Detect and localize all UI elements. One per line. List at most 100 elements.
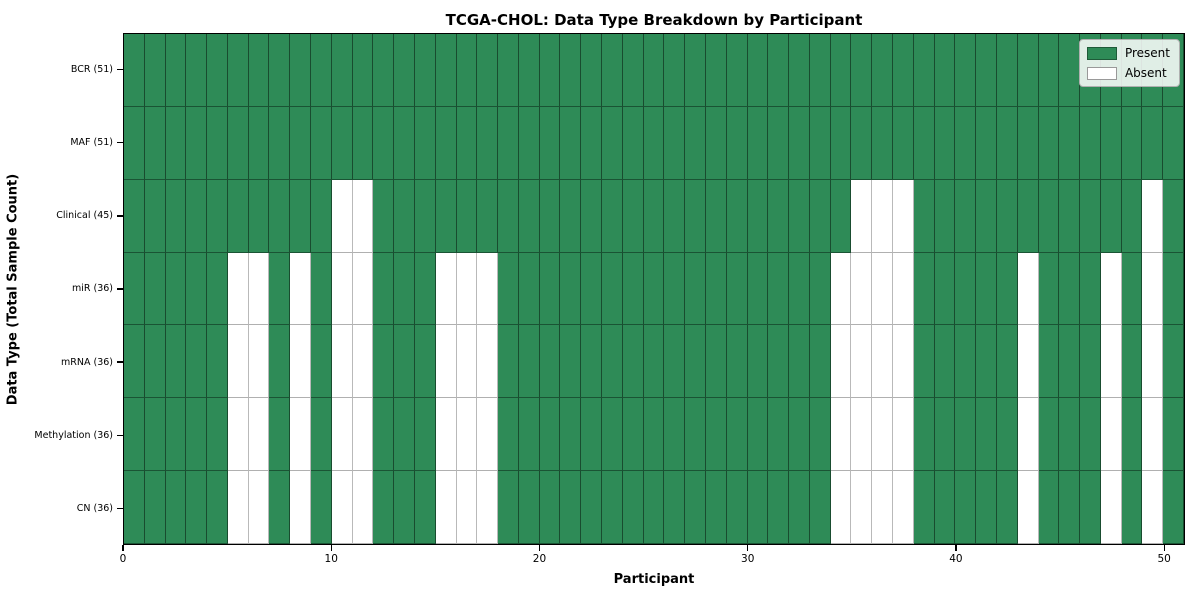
cell-BCR-p26 [664,34,686,107]
cell-Methylation-p22 [581,398,603,472]
cell-miR-p13 [394,252,415,326]
cell-Clinical-p0 [124,179,145,253]
cell-BCR-p6 [248,34,270,107]
cell-MAF-p20 [539,106,561,180]
y-tick-label: MAF (51) [70,137,113,149]
cell-BCR-p9 [311,34,332,107]
cell-mRNA-p11 [352,325,374,399]
cell-Clinical-p27 [685,179,706,253]
cell-CN-p28 [705,471,727,544]
cell-miR-p24 [622,252,644,326]
cell-Methylation-p6 [248,398,270,472]
cell-MAF-p8 [290,106,312,180]
cell-MAF-p12 [373,106,395,180]
cell-BCR-p12 [373,34,395,107]
cell-CN-p18 [498,471,519,544]
y-tick-mark [117,142,123,144]
cell-MAF-p3 [186,106,208,180]
cell-Methylation-p34 [830,398,852,472]
cell-CN-p3 [186,471,208,544]
y-tick-mark [117,507,123,510]
cell-CN-p13 [394,471,415,544]
cell-miR-p29 [726,252,748,326]
cell-mRNA-p20 [539,325,561,399]
cell-MAF-p17 [477,106,499,180]
cell-CN-p35 [851,471,873,544]
x-tick-mark [747,545,749,551]
cell-BCR-p25 [643,34,665,107]
cell-BCR-p8 [290,34,312,107]
cell-mRNA-p49 [1142,325,1164,399]
cell-MAF-p24 [622,106,644,180]
x-tick-label: 30 [741,553,755,565]
cell-CN-p4 [207,471,228,544]
cell-miR-p45 [1059,252,1081,326]
cell-miR-p21 [560,252,582,326]
cell-Clinical-p36 [872,179,894,253]
cell-CN-p21 [560,471,582,544]
cell-mRNA-p36 [872,325,894,399]
cell-MAF-p1 [144,106,166,180]
cell-Methylation-p26 [664,398,686,472]
cell-Methylation-p44 [1038,398,1060,472]
cell-MAF-p4 [207,106,228,180]
cell-CN-p14 [414,471,436,544]
cell-BCR-p31 [768,34,790,107]
x-tick-label: 50 [1157,553,1171,565]
cell-miR-p11 [352,252,374,326]
cell-mRNA-p45 [1059,325,1081,399]
cell-BCR-p32 [789,34,810,107]
cell-Methylation-p45 [1059,398,1081,472]
legend-entry-present: Present [1086,46,1170,60]
cell-MAF-p39 [934,106,956,180]
cell-mRNA-p1 [144,325,166,399]
cell-mRNA-p46 [1080,325,1101,399]
cell-CN-p43 [1017,471,1039,544]
plot-area [123,33,1185,545]
cell-CN-p36 [872,471,894,544]
cell-Methylation-p21 [560,398,582,472]
cell-miR-p22 [581,252,603,326]
cell-miR-p50 [1163,252,1184,326]
cell-Clinical-p22 [581,179,603,253]
cell-miR-p43 [1017,252,1039,326]
y-tick-mark [117,434,123,436]
y-tick-mark [117,361,123,363]
y-tick-label: Methylation (36) [34,429,113,441]
cell-Clinical-p26 [664,179,686,253]
y-tick-label: mRNA (36) [61,356,113,368]
cell-MAF-p34 [830,106,852,180]
cell-Clinical-p41 [976,179,997,253]
cell-CN-p37 [893,471,914,544]
cell-miR-p17 [477,252,499,326]
cell-BCR-p10 [331,34,353,107]
cell-miR-p4 [207,252,228,326]
cell-miR-p28 [705,252,727,326]
cell-Methylation-p10 [331,398,353,472]
cell-MAF-p40 [955,106,977,180]
cell-MAF-p33 [809,106,831,180]
cell-mRNA-p7 [269,325,291,399]
cell-BCR-p5 [227,34,249,107]
cell-MAF-p21 [560,106,582,180]
cell-CN-p47 [1100,471,1122,544]
cell-miR-p39 [934,252,956,326]
cell-miR-p35 [851,252,873,326]
cell-Clinical-p2 [165,179,187,253]
cell-CN-p17 [477,471,499,544]
cell-mRNA-p21 [560,325,582,399]
cell-MAF-p2 [165,106,187,180]
x-tick-label: 0 [119,553,127,565]
cell-CN-p50 [1163,471,1184,544]
cell-MAF-p48 [1121,106,1143,180]
cell-miR-p3 [186,252,208,326]
cell-CN-p45 [1059,471,1081,544]
cell-CN-p2 [165,471,187,544]
cell-CN-p26 [664,471,686,544]
cell-BCR-p41 [976,34,997,107]
cell-Methylation-p16 [456,398,478,472]
cell-CN-p29 [726,471,748,544]
cell-MAF-p47 [1100,106,1122,180]
legend-present-swatch-icon [1086,46,1117,60]
